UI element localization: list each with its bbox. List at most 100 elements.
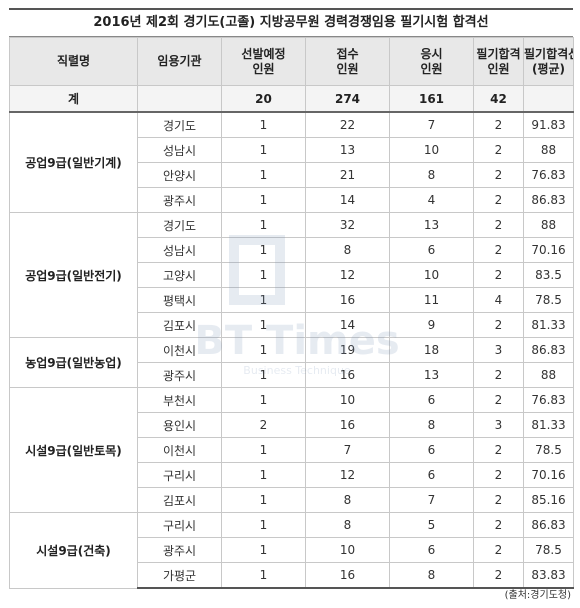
planned-cell: 1: [221, 362, 306, 388]
cutoff-cell: 86.83: [523, 337, 574, 363]
header-planned: 선발예정 인원: [221, 37, 306, 86]
examinees-cell: 6: [389, 437, 474, 463]
header-examinees: 응시 인원: [389, 37, 474, 86]
total-agency: [137, 85, 222, 113]
applicants-cell: 32: [305, 212, 390, 238]
agency-cell: 부천시: [137, 387, 222, 413]
planned-cell: 1: [221, 537, 306, 563]
agency-cell: 구리시: [137, 512, 222, 538]
table-row: 농업9급(일반농업) 이천시 1 19 18 3 86.83: [9, 337, 574, 388]
applicants-cell: 16: [305, 562, 390, 589]
table-row: 공업9급(일반전기) 경기도 1 32 13 2 88: [9, 212, 574, 338]
planned-cell: 1: [221, 237, 306, 263]
examinees-cell: 8: [389, 412, 474, 438]
cutoff-cell: 81.33: [523, 312, 574, 338]
planned-cell: 1: [221, 111, 306, 138]
planned-cell: 1: [221, 287, 306, 313]
table-row: 평택시 1 16 11 4 78.5: [10, 287, 574, 313]
examinees-cell: 8: [389, 162, 474, 188]
planned-cell: 1: [221, 262, 306, 288]
passed-cell: 4: [473, 287, 524, 313]
agency-cell: 가평군: [137, 562, 222, 589]
cutoff-cell: 86.83: [523, 187, 574, 213]
header-job: 직렬명: [9, 37, 138, 86]
applicants-cell: 8: [305, 487, 390, 513]
passed-cell: 2: [473, 262, 524, 288]
total-examinees: 161: [389, 85, 474, 113]
table-row: 성남시 1 8 6 2 70.16: [10, 237, 574, 263]
applicants-cell: 16: [305, 362, 390, 388]
agency-cell: 구리시: [137, 462, 222, 488]
job-category-cell: 시설9급(건축): [9, 512, 138, 589]
planned-cell: 1: [221, 487, 306, 513]
table-row: 시설9급(일반토목) 부천시 1 10 6 2 76.83: [9, 387, 574, 513]
table-row: 성남시 1 13 10 2 88: [10, 137, 574, 163]
examinees-cell: 6: [389, 237, 474, 263]
planned-cell: 2: [221, 412, 306, 438]
cutoff-cell: 85.16: [523, 487, 574, 513]
examinees-cell: 9: [389, 312, 474, 338]
passed-cell: 3: [473, 412, 524, 438]
agency-cell: 경기도: [137, 111, 222, 138]
job-category-cell: 시설9급(일반토목): [9, 387, 138, 513]
cutoff-cell: 76.83: [523, 387, 574, 413]
agency-cell: 평택시: [137, 287, 222, 313]
examinees-cell: 4: [389, 187, 474, 213]
cutoff-cell: 78.5: [523, 287, 574, 313]
total-row: 계 20 274 161 42: [9, 85, 574, 113]
table-row: 공업9급(일반기계) 경기도 1 22 7 2 91.83: [9, 111, 574, 213]
agency-cell: 고양시: [137, 262, 222, 288]
passed-cell: 2: [473, 562, 524, 589]
examinees-cell: 13: [389, 212, 474, 238]
applicants-cell: 8: [305, 237, 390, 263]
cutoff-cell: 70.16: [523, 462, 574, 488]
agency-cell: 광주시: [137, 187, 222, 213]
table-title: 2016년 제2회 경기도(고졸) 지방공무원 경력경쟁임용 필기시험 합격선: [9, 8, 573, 37]
planned-cell: 1: [221, 387, 306, 413]
passed-cell: 2: [473, 187, 524, 213]
passed-cell: 2: [473, 462, 524, 488]
examinees-cell: 13: [389, 362, 474, 388]
examinees-cell: 10: [389, 137, 474, 163]
applicants-cell: 16: [305, 412, 390, 438]
cutoff-cell: 78.5: [523, 537, 574, 563]
table-row: 용인시 2 16 8 3 81.33: [10, 412, 574, 438]
applicants-cell: 14: [305, 312, 390, 338]
cutoff-cell: 88: [523, 212, 574, 238]
examinees-cell: 6: [389, 537, 474, 563]
cutoff-cell: 81.33: [523, 412, 574, 438]
agency-cell: 안양시: [137, 162, 222, 188]
header-agency: 임용기관: [137, 37, 222, 86]
planned-cell: 1: [221, 562, 306, 589]
applicants-cell: 13: [305, 137, 390, 163]
table-row: 이천시 1 7 6 2 78.5: [10, 437, 574, 463]
table-row: 광주시 1 16 13 2 88: [10, 362, 574, 388]
cutoff-cell: 88: [523, 362, 574, 388]
cutoff-cell: 86.83: [523, 512, 574, 538]
planned-cell: 1: [221, 437, 306, 463]
passed-cell: 2: [473, 387, 524, 413]
planned-cell: 1: [221, 462, 306, 488]
planned-cell: 1: [221, 187, 306, 213]
agency-cell: 광주시: [137, 537, 222, 563]
agency-cell: 이천시: [137, 337, 222, 363]
planned-cell: 1: [221, 512, 306, 538]
planned-cell: 1: [221, 312, 306, 338]
applicants-cell: 12: [305, 462, 390, 488]
table-row: 가평군 1 16 8 2 83.83: [10, 562, 574, 589]
examinees-cell: 18: [389, 337, 474, 363]
table-row: 구리시 1 12 6 2 70.16: [10, 462, 574, 488]
cutoff-cell: 88: [523, 137, 574, 163]
applicants-cell: 16: [305, 287, 390, 313]
applicants-cell: 10: [305, 537, 390, 563]
cutoff-cell: 91.83: [523, 111, 574, 138]
agency-cell: 성남시: [137, 237, 222, 263]
total-passed: 42: [473, 85, 524, 113]
passed-cell: 2: [473, 212, 524, 238]
passed-cell: 2: [473, 487, 524, 513]
agency-cell: 김포시: [137, 312, 222, 338]
agency-cell: 광주시: [137, 362, 222, 388]
cutoff-cell: 76.83: [523, 162, 574, 188]
